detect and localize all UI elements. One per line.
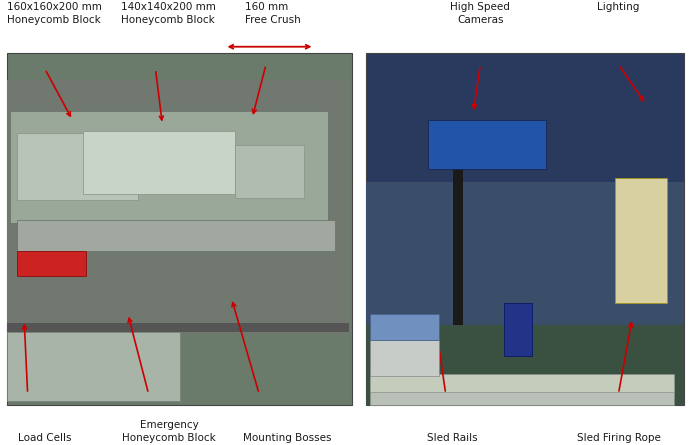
Bar [366,182,684,405]
Bar [83,131,235,194]
Text: 160x160x200 mm
Honeycomb Block: 160x160x200 mm Honeycomb Block [7,2,102,24]
Bar [17,220,335,251]
Bar [235,145,304,198]
Text: High Speed
Cameras: High Speed Cameras [451,2,510,24]
Bar [370,378,674,405]
Bar [370,314,439,340]
Bar [615,178,667,303]
Text: 140x140x200 mm
Honeycomb Block: 140x140x200 mm Honeycomb Block [121,2,216,24]
Bar [370,374,674,392]
Bar [7,53,352,405]
Bar [366,53,684,405]
Bar [7,323,349,332]
Bar [10,111,328,222]
Bar [17,134,138,200]
Bar [7,332,180,400]
Bar [453,169,463,325]
Bar [428,120,546,169]
Text: Load Cells: Load Cells [18,433,72,443]
Bar [370,340,439,376]
Bar [504,303,532,356]
Text: Emergency
Honeycomb Block: Emergency Honeycomb Block [122,421,216,443]
Bar [17,251,86,276]
Bar [7,80,349,334]
Text: 160 mm
Free Crush: 160 mm Free Crush [245,2,301,24]
Bar [366,325,684,405]
Text: Mounting Bosses: Mounting Bosses [243,433,331,443]
Text: Lighting: Lighting [597,2,640,12]
Text: Sled Firing Rope: Sled Firing Rope [576,433,661,443]
Text: Sled Rails: Sled Rails [427,433,478,443]
